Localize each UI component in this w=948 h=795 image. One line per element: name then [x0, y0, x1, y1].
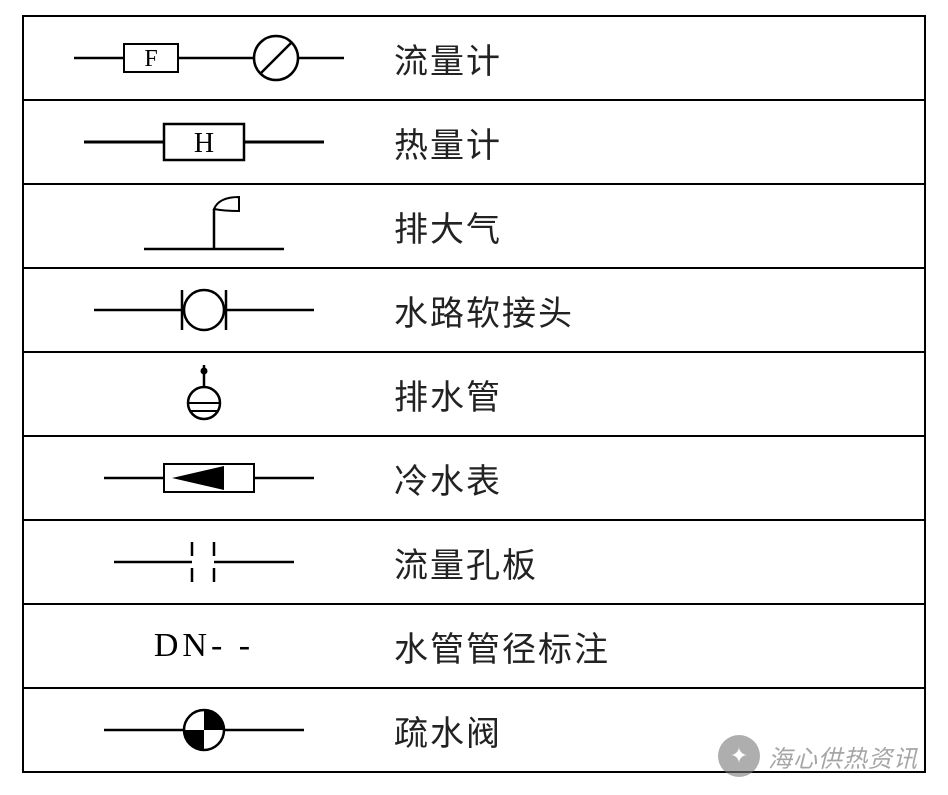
symbol-flex-joint [24, 269, 384, 351]
table-row: 排水管 [24, 353, 924, 437]
symbol-drain [24, 353, 384, 435]
table-row: 冷水表 [24, 437, 924, 521]
label: 排水管 [384, 370, 924, 419]
watermark-text: 海心供热资讯 [768, 739, 918, 774]
label: 流量计 [384, 34, 924, 83]
watermark: ✦ 海心供热资讯 [718, 735, 918, 777]
flowmeter-letter: F [144, 46, 157, 72]
table-row: 排大气 [24, 185, 924, 269]
table-row: H 热量计 [24, 101, 924, 185]
label: 热量计 [384, 118, 924, 167]
dn-text: DN- - [154, 627, 254, 665]
symbol-steam-trap [24, 689, 384, 771]
symbol-dn-label: DN- - [24, 605, 384, 687]
watermark-icon: ✦ [718, 735, 760, 777]
symbol-heatmeter: H [24, 101, 384, 183]
label: 水管管径标注 [384, 622, 924, 671]
symbol-orifice [24, 521, 384, 603]
label: 冷水表 [384, 454, 924, 503]
label: 排大气 [384, 202, 924, 251]
symbol-flowmeter: F [24, 17, 384, 99]
symbol-vent [24, 185, 384, 267]
symbols-table: F 流量计 H 热量计 [22, 15, 926, 773]
table-row: 流量孔板 [24, 521, 924, 605]
table-row: DN- - 水管管径标注 [24, 605, 924, 689]
table-row: F 流量计 [24, 17, 924, 101]
page: F 流量计 H 热量计 [0, 15, 948, 795]
label: 流量孔板 [384, 538, 924, 587]
table-row: 水路软接头 [24, 269, 924, 353]
label: 水路软接头 [384, 286, 924, 335]
symbol-cold-water-meter [24, 437, 384, 519]
heatmeter-letter: H [194, 128, 214, 159]
